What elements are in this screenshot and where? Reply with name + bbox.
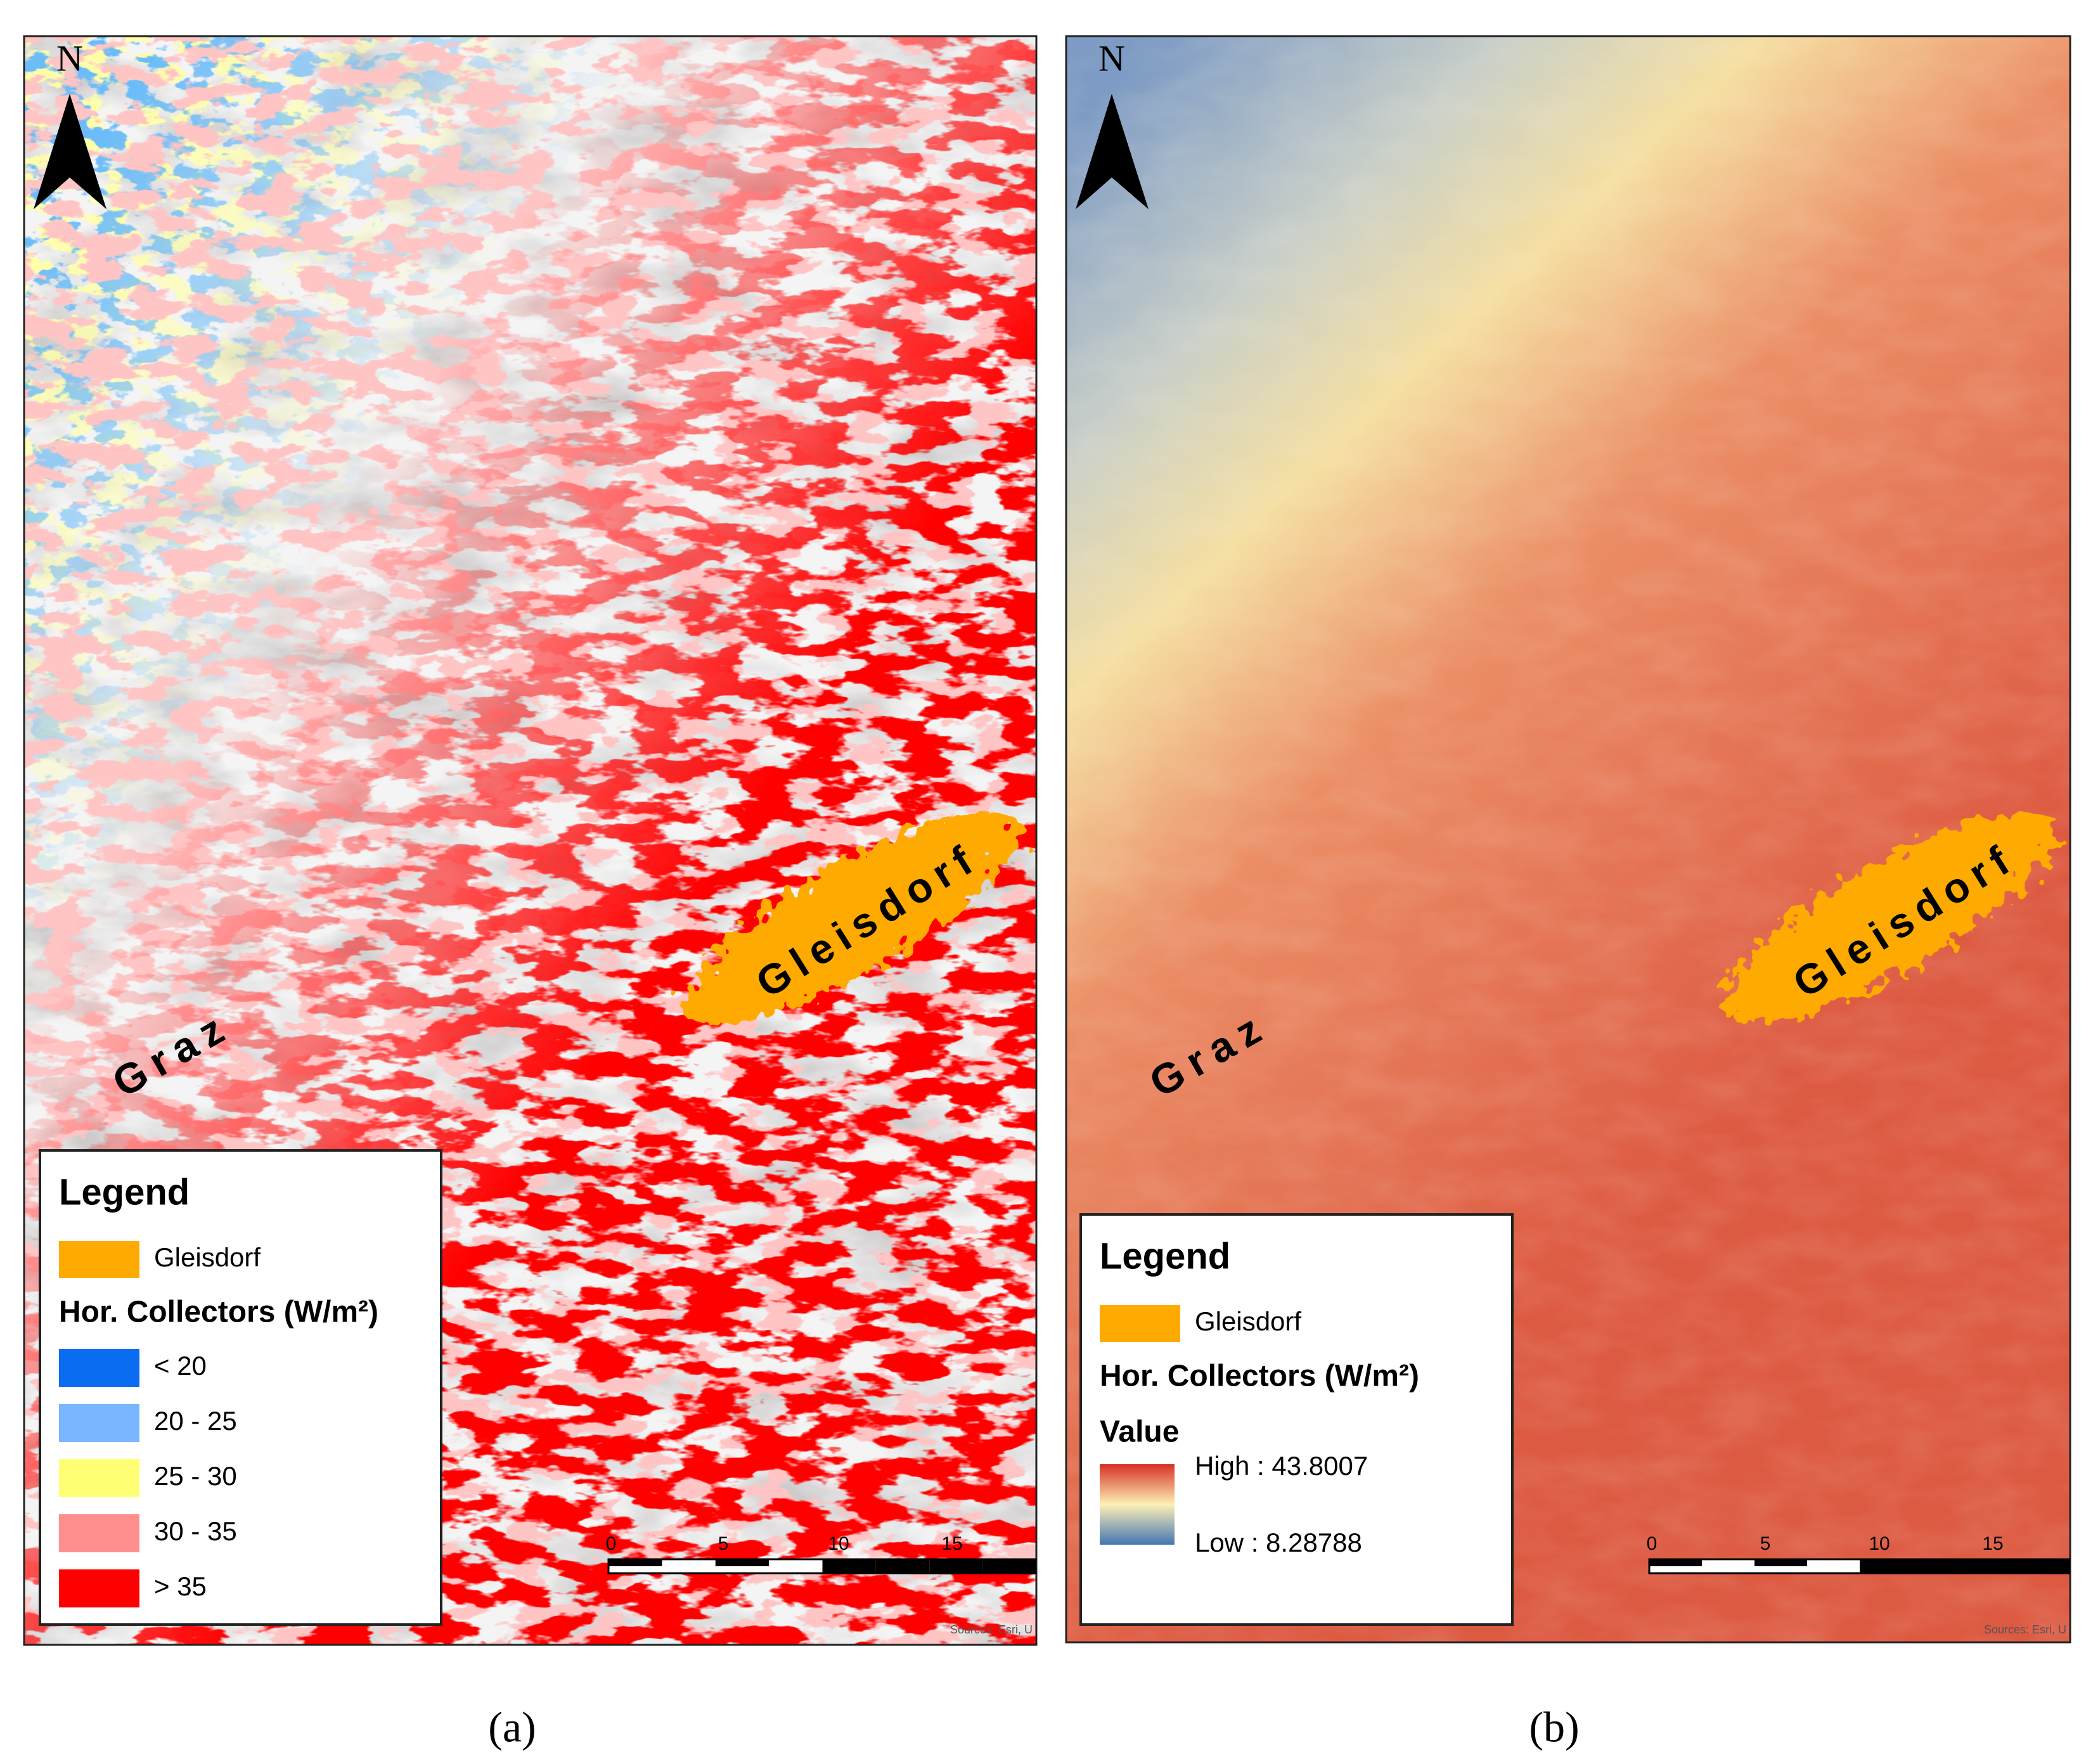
scale-bar-segment	[1649, 1559, 1702, 1566]
north-label: N	[56, 37, 83, 79]
scale-label: 5	[718, 1533, 729, 1554]
legend-label: 30 - 35	[154, 1516, 237, 1546]
scale-label: 5	[1760, 1533, 1771, 1554]
map-a-frame	[23, 35, 1038, 1646]
legend-label: Low : 8.28788	[1195, 1528, 1362, 1557]
scale-bar-segment	[1912, 1559, 1965, 1573]
scale-label: 15	[941, 1533, 962, 1554]
legend-box	[1079, 1213, 1514, 1626]
scale-bar-segment	[1965, 1559, 2018, 1573]
town-area	[1722, 812, 2056, 1024]
legend-title: Legend	[1100, 1235, 1230, 1277]
scale-bar-segment	[929, 1559, 983, 1573]
scale-label: 15	[1982, 1533, 2003, 1554]
scale-label: 10	[1869, 1533, 1890, 1554]
scale-label: 0	[606, 1533, 617, 1554]
legend-swatch	[1100, 1305, 1180, 1342]
legend-label: Gleisdorf	[154, 1242, 261, 1272]
scale-bar-segment	[1860, 1559, 1912, 1573]
attribution: Sources: Esri, U	[1984, 1623, 2066, 1636]
legend-swatch	[59, 1459, 139, 1497]
panel-label: (b)	[1529, 1703, 1579, 1751]
legend-swatch	[59, 1241, 139, 1278]
legend-label: 20 - 25	[154, 1406, 237, 1436]
legend-label: Gleisdorf	[1195, 1306, 1301, 1336]
legend-label: > 35	[154, 1571, 207, 1601]
legend-box	[39, 1149, 442, 1626]
north-label: N	[1098, 37, 1125, 79]
map-b-frame	[1065, 35, 2071, 1644]
scale-label: 0	[1647, 1533, 1658, 1554]
town-area	[685, 812, 1019, 1024]
scale-bar-segment	[982, 1559, 1036, 1573]
legend-label: 25 - 30	[154, 1461, 237, 1491]
panel-label: (a)	[488, 1703, 536, 1751]
scale-bar-segment	[2018, 1559, 2070, 1573]
legend-swatch	[59, 1349, 139, 1387]
legend-swatch	[59, 1569, 139, 1607]
legend-subtitle: Hor. Collectors (W/m²)	[1100, 1360, 1419, 1393]
scale-bar-segment	[822, 1559, 876, 1573]
legend-label: < 20	[154, 1351, 207, 1381]
legend-subtitle: Hor. Collectors (W/m²)	[59, 1296, 378, 1329]
legend-field: Value	[1100, 1415, 1179, 1449]
legend-ramp	[1100, 1464, 1175, 1545]
attribution: Sources: Esri, U	[950, 1623, 1033, 1636]
north-arrow	[1076, 94, 1149, 209]
scale-bar-segment	[608, 1559, 662, 1566]
legend-title: Legend	[59, 1171, 190, 1213]
legend-swatch	[59, 1404, 139, 1442]
scale-label: 10	[828, 1533, 849, 1554]
scale-bar-segment	[875, 1559, 930, 1573]
legend-label: High : 43.8007	[1195, 1451, 1368, 1481]
scale-bar-segment	[715, 1559, 769, 1566]
scale-bar-segment	[1754, 1559, 1807, 1566]
legend-swatch	[59, 1514, 139, 1552]
north-arrow	[34, 94, 106, 209]
